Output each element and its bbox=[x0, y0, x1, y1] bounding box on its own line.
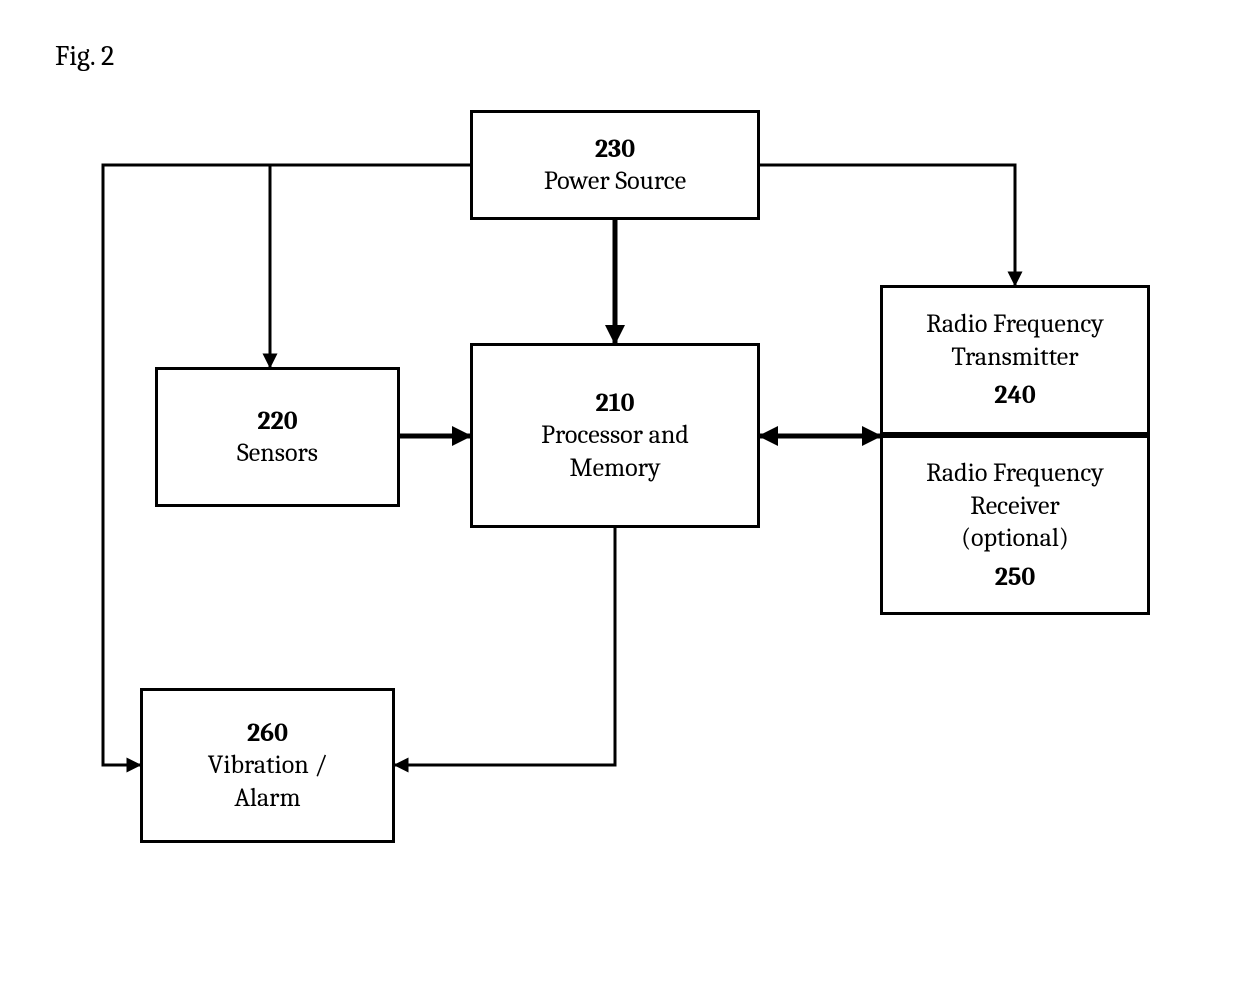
block-vibration: 260 Vibration / Alarm bbox=[140, 688, 395, 843]
block-processor-label: Processor and Memory bbox=[541, 419, 689, 484]
block-power-source-label: Power Source bbox=[544, 165, 686, 198]
block-power-source-num: 230 bbox=[595, 133, 635, 166]
block-sensors-num: 220 bbox=[257, 405, 297, 438]
block-rf-receiver: Radio Frequency Receiver (optional) 250 bbox=[880, 435, 1150, 615]
block-power-source: 230 Power Source bbox=[470, 110, 760, 220]
block-rf-receiver-label: Radio Frequency Receiver (optional) bbox=[926, 457, 1104, 555]
block-vibration-label: Vibration / Alarm bbox=[208, 749, 327, 814]
block-processor-num: 210 bbox=[596, 387, 635, 420]
block-sensors: 220 Sensors bbox=[155, 367, 400, 507]
block-processor: 210 Processor and Memory bbox=[470, 343, 760, 528]
edge-power-to-sensors bbox=[270, 165, 470, 367]
figure-label: Fig. 2 bbox=[55, 40, 114, 72]
block-rf-receiver-num: 250 bbox=[995, 561, 1036, 594]
block-rf-transmitter-label: Radio Frequency Transmitter bbox=[926, 308, 1104, 373]
edge-power-to-rf bbox=[760, 165, 1015, 285]
block-rf-transmitter: Radio Frequency Transmitter 240 bbox=[880, 285, 1150, 435]
block-sensors-label: Sensors bbox=[237, 437, 318, 470]
block-rf-transmitter-num: 240 bbox=[994, 379, 1035, 412]
block-vibration-num: 260 bbox=[247, 717, 288, 750]
edge-processor-to-vibration bbox=[395, 528, 615, 765]
